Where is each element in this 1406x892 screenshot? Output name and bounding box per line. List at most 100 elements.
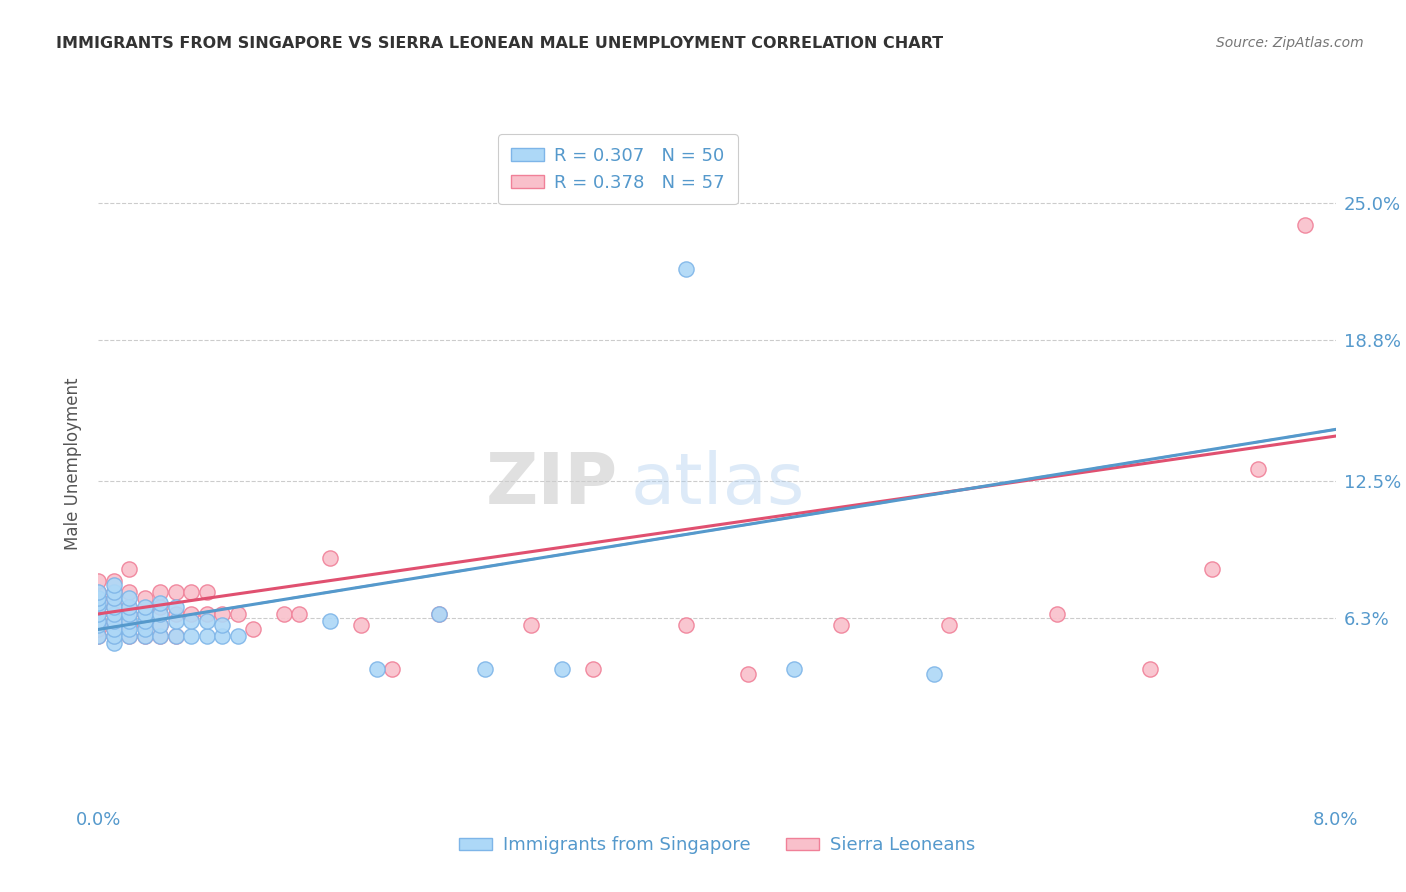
Point [118,600,141,615]
Point [103,614,125,628]
Point [165,600,187,615]
Point [87,623,110,637]
Point [195,584,218,599]
Point [103,600,125,615]
Point [211,618,233,632]
Point [1201,562,1223,576]
Point [118,607,141,621]
Point [134,629,156,643]
Point [134,607,156,621]
Point [520,618,543,632]
Point [211,607,233,621]
Point [165,584,187,599]
Point [319,551,342,566]
Point [87,614,110,628]
Point [134,618,156,632]
Point [103,623,125,637]
Point [319,614,342,628]
Point [551,662,574,676]
Point [103,584,125,599]
Point [381,662,404,676]
Text: IMMIGRANTS FROM SINGAPORE VS SIERRA LEONEAN MALE UNEMPLOYMENT CORRELATION CHART: IMMIGRANTS FROM SINGAPORE VS SIERRA LEON… [56,36,943,51]
Point [134,591,156,606]
Point [87,629,110,643]
Point [134,607,156,621]
Point [149,607,172,621]
Point [118,584,141,599]
Point [118,614,141,628]
Point [103,623,125,637]
Point [474,662,496,676]
Point [195,607,218,621]
Point [180,614,202,628]
Point [165,614,187,628]
Point [134,623,156,637]
Point [87,591,110,606]
Point [427,607,450,621]
Point [165,629,187,643]
Point [366,662,388,676]
Point [87,614,110,628]
Point [118,623,141,637]
Point [103,591,125,606]
Point [87,584,110,599]
Point [149,618,172,632]
Point [195,629,218,643]
Point [165,607,187,621]
Point [226,629,249,643]
Point [427,607,450,621]
Point [350,618,373,632]
Legend: Immigrants from Singapore, Sierra Leoneans: Immigrants from Singapore, Sierra Leonea… [451,830,983,862]
Point [103,629,125,643]
Point [103,584,125,599]
Point [149,629,172,643]
Point [195,614,218,628]
Point [938,618,960,632]
Point [180,629,202,643]
Point [211,629,233,643]
Point [118,629,141,643]
Point [118,562,141,576]
Point [103,607,125,621]
Point [103,607,125,621]
Point [118,607,141,621]
Point [288,607,311,621]
Point [103,636,125,650]
Point [103,591,125,606]
Point [87,600,110,615]
Point [103,574,125,588]
Point [273,607,295,621]
Point [118,600,141,615]
Point [87,596,110,610]
Text: ZIP: ZIP [486,450,619,518]
Point [180,584,202,599]
Point [103,578,125,592]
Point [830,618,852,632]
Point [103,614,125,628]
Point [1247,462,1270,476]
Point [165,629,187,643]
Point [87,607,110,621]
Point [675,618,697,632]
Point [87,584,110,599]
Point [149,629,172,643]
Point [118,591,141,606]
Point [180,607,202,621]
Point [1294,218,1316,232]
Point [1046,607,1069,621]
Point [87,591,110,606]
Point [1139,662,1161,676]
Point [737,666,759,681]
Point [242,623,264,637]
Point [582,662,605,676]
Point [134,600,156,615]
Point [675,262,697,277]
Point [149,584,172,599]
Point [134,614,156,628]
Point [87,600,110,615]
Point [118,629,141,643]
Point [87,629,110,643]
Point [87,574,110,588]
Text: atlas: atlas [630,450,804,518]
Point [226,607,249,621]
